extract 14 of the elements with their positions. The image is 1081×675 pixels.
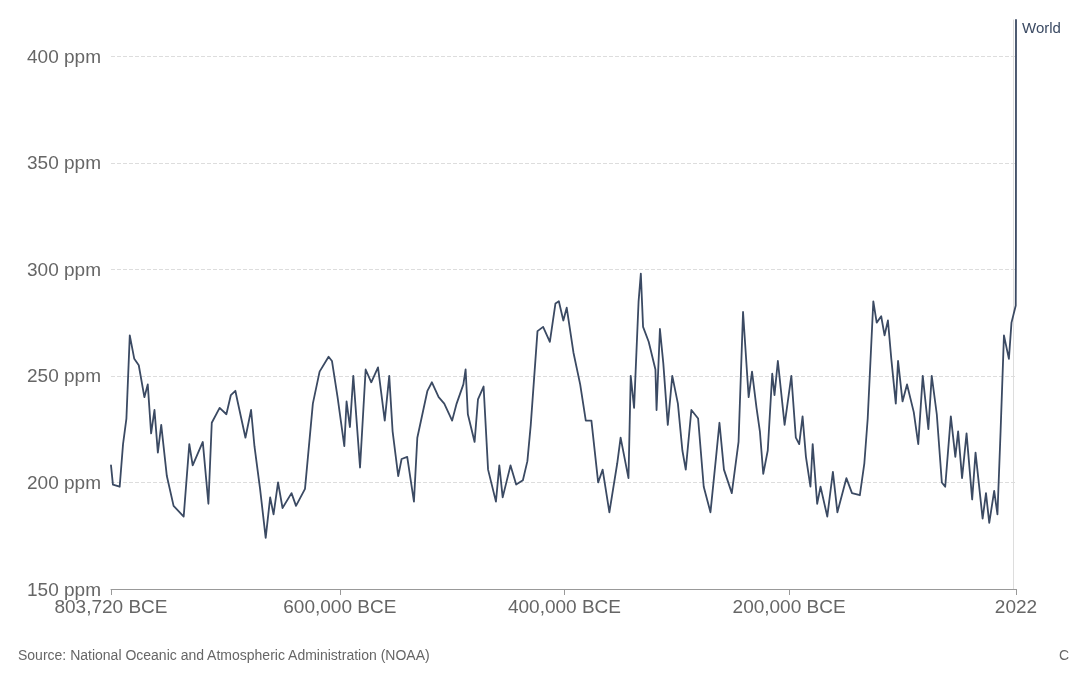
x-tick-label: 200,000 BCE xyxy=(732,596,846,617)
x-tick-label: 2022 xyxy=(994,596,1038,617)
x-tick-label: 600,000 BCE xyxy=(283,596,397,617)
text: C xyxy=(1058,647,1070,663)
y-tick-label: 350 ppm xyxy=(27,152,101,174)
source-note: Source: National Oceanic and Atmospheric Administration (NOAA) xyxy=(18,647,430,663)
series-label: World xyxy=(1022,19,1061,36)
y-tick-label: 400 ppm xyxy=(27,45,101,67)
x-tick-label: 400,000 BCE xyxy=(507,596,621,617)
y-tick-label: 300 ppm xyxy=(27,258,101,280)
y-tick-label: 150 ppm xyxy=(27,578,101,600)
line-series xyxy=(110,19,1017,539)
y-tick-label: 200 ppm xyxy=(27,471,101,493)
y-tick-label: 250 ppm xyxy=(27,365,101,387)
